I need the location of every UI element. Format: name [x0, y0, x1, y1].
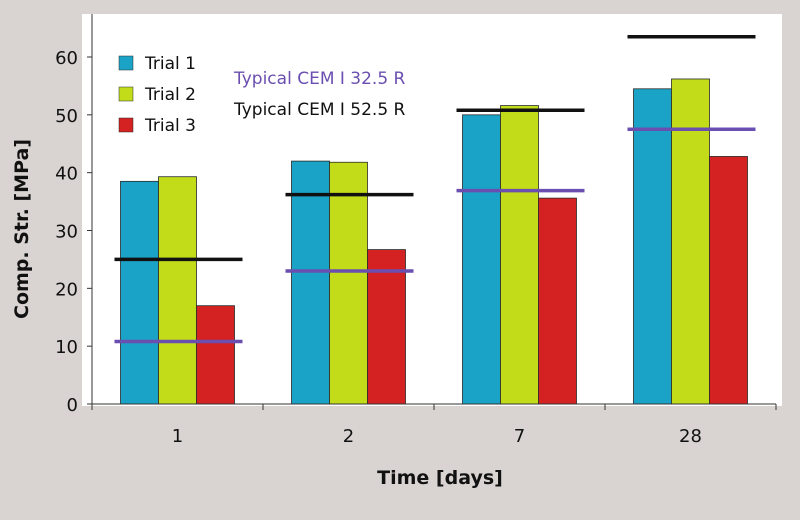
bar-trial-3-day-1	[196, 305, 235, 405]
legend: Trial 1 Trial 2 Trial 3 Typical CEM I 32.5 …	[118, 54, 406, 136]
y-tick-label: 50	[55, 106, 78, 127]
legend-label: Trial 3	[144, 116, 196, 136]
y-tick-label: 40	[55, 164, 78, 185]
x-tick-label: 28	[679, 426, 702, 447]
y-tick-label: 10	[55, 337, 78, 358]
y-tick-label: 60	[55, 48, 78, 69]
y-ticks-layer: 0 10 20 30 40 50 60	[55, 48, 92, 416]
x-ticks-layer: 1 2 7 28	[91, 404, 777, 447]
x-tick-label: 7	[514, 426, 525, 447]
x-axis-label: Time [days]	[377, 467, 503, 489]
y-tick-label: 20	[55, 279, 78, 300]
legend-swatch	[118, 86, 134, 102]
x-tick-label: 2	[343, 426, 354, 447]
bar-trial-1-day-2	[291, 160, 330, 405]
legend-swatch	[118, 117, 134, 133]
bar-trial-2-day-7	[500, 105, 539, 405]
bar-trial-1-day-7	[462, 114, 501, 405]
legend-label: Trial 2	[144, 85, 196, 105]
y-axis-label: Comp. Str. [MPa]	[11, 139, 33, 319]
reference-lines-layer	[114, 35, 756, 344]
y-tick-label: 30	[55, 222, 78, 243]
bar-trial-3-day-7	[538, 197, 577, 405]
y-tick-label: 0	[67, 395, 78, 416]
bar-trial-3-day-28	[709, 156, 748, 405]
x-tick-label: 1	[172, 426, 183, 447]
legend-ref-label: Typical CEM I 52.5 R	[233, 100, 406, 120]
bar-trial-2-day-2	[329, 161, 368, 405]
legend-ref-label: Typical CEM I 32.5 R	[233, 69, 406, 89]
legend-label: Trial 1	[144, 54, 196, 74]
bar-trial-2-day-1	[158, 176, 197, 405]
bar-trial-3-day-2	[367, 249, 406, 405]
bar-trial-1-day-1	[120, 180, 159, 405]
bar-trial-1-day-28	[633, 88, 672, 405]
bars-layer	[120, 78, 748, 405]
legend-swatch	[118, 55, 134, 71]
